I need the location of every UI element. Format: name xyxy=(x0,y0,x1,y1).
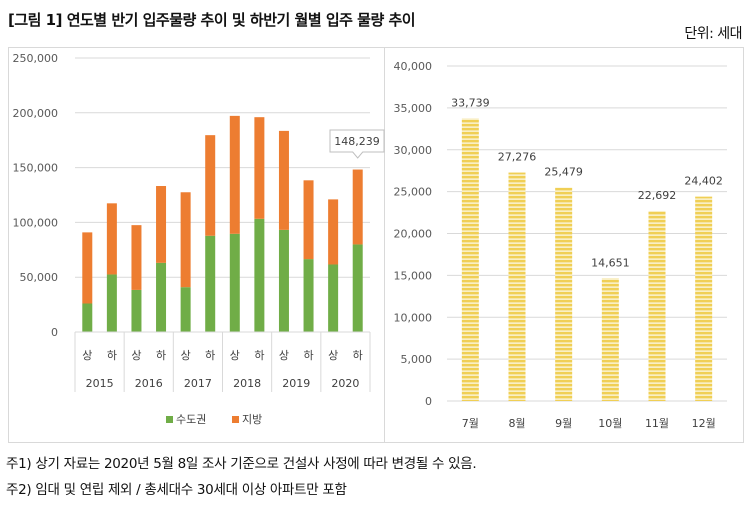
x-tick-label: 10월 xyxy=(598,417,622,430)
legend-label-capital: 수도권 xyxy=(176,413,206,426)
y-tick-label: 0 xyxy=(51,326,58,339)
bar-segment-regional xyxy=(205,135,216,236)
data-label: 25,479 xyxy=(544,166,583,179)
y-tick-label: 200,000 xyxy=(13,107,59,120)
y-tick-label: 35,000 xyxy=(394,102,433,115)
x-tick-label: 상 xyxy=(131,349,141,362)
x-tick-label: 12월 xyxy=(692,417,716,430)
y-tick-label: 100,000 xyxy=(13,216,59,229)
y-tick-label: 0 xyxy=(425,395,432,408)
y-tick-label: 15,000 xyxy=(394,269,433,282)
bar-segment-regional xyxy=(278,130,289,230)
x-group-label: 2020 xyxy=(331,377,359,390)
bar-segment-regional xyxy=(180,192,191,288)
y-tick-label: 250,000 xyxy=(13,52,59,65)
x-tick-label: 11월 xyxy=(645,417,669,430)
bar-segment-capital xyxy=(229,233,240,332)
bar-segment-capital xyxy=(156,262,167,332)
bar-segment-regional xyxy=(229,115,240,234)
y-tick-label: 150,000 xyxy=(13,162,59,175)
bar xyxy=(461,118,479,401)
x-group-label: 2018 xyxy=(233,377,261,390)
x-group-label: 2016 xyxy=(135,377,163,390)
data-label: 27,276 xyxy=(498,151,537,164)
bar-segment-capital xyxy=(131,289,142,332)
bar-segment-capital xyxy=(180,287,191,332)
callout-box xyxy=(329,129,385,159)
bar-segment-capital xyxy=(254,218,265,332)
x-tick-label: 하 xyxy=(254,348,264,362)
x-tick-label: 상 xyxy=(328,349,338,362)
data-label: 24,402 xyxy=(684,175,723,188)
x-tick-label: 9월 xyxy=(555,417,572,430)
x-tick-label: 하 xyxy=(353,348,363,362)
y-tick-label: 30,000 xyxy=(394,144,433,157)
x-tick-label: 8월 xyxy=(508,417,525,430)
bar-segment-capital xyxy=(106,274,117,332)
bar-segment-regional xyxy=(352,169,363,245)
semiannual-stacked-chart: 0 50,000 100,000 150,000 200,000 250,000 상 하 상 하 상… xyxy=(13,52,385,426)
x-group-label: 2019 xyxy=(282,377,310,390)
chart-frame xyxy=(8,47,744,443)
bar-segment-capital xyxy=(278,229,289,332)
bar-segment-capital xyxy=(82,303,93,332)
bar-segment-capital xyxy=(352,244,363,332)
x-tick-label: 상 xyxy=(230,349,240,362)
x-group-label: 2015 xyxy=(86,377,114,390)
monthly-bar-chart: 0 5,000 10,000 15,000 20,000 25,000 30,000 35,0… xyxy=(394,60,727,430)
x-tick-label: 하 xyxy=(156,348,166,362)
bar-segment-regional xyxy=(106,203,117,275)
bar xyxy=(601,278,619,401)
callout-label: 148,239 xyxy=(334,135,380,148)
x-tick-label: 상 xyxy=(181,349,191,362)
legend-swatch-regional xyxy=(232,416,239,423)
bar-segment-regional xyxy=(156,186,167,263)
y-tick-label: 40,000 xyxy=(394,60,433,73)
unit-label: 단위: 세대 xyxy=(684,26,742,42)
data-label: 14,651 xyxy=(591,256,630,269)
bar-segment-regional xyxy=(303,180,314,260)
x-tick-label: 상 xyxy=(279,349,289,362)
bar-segment-regional xyxy=(82,232,93,304)
bar xyxy=(648,210,666,401)
legend-label-regional: 지방 xyxy=(242,413,262,426)
bar-segment-capital xyxy=(205,235,216,332)
bar-segment-regional xyxy=(254,117,265,219)
data-callout: 148,239 xyxy=(329,129,385,159)
y-tick-label: 10,000 xyxy=(394,311,433,324)
x-group-label: 2017 xyxy=(184,377,212,390)
y-tick-label: 25,000 xyxy=(394,186,433,199)
y-tick-label: 50,000 xyxy=(20,271,59,284)
data-label: 33,739 xyxy=(451,96,490,109)
x-tick-label: 7월 xyxy=(462,417,479,430)
panel-divider xyxy=(384,47,385,443)
footnote-2: 주2) 임대 및 연립 제외 / 총세대수 30세대 이상 아파트만 포함 xyxy=(6,482,347,498)
x-tick-label: 상 xyxy=(82,349,92,362)
legend: 수도권 지방 xyxy=(166,413,262,426)
x-tick-label: 하 xyxy=(303,348,313,362)
bar-segment-capital xyxy=(303,259,314,332)
legend-swatch-capital xyxy=(166,416,173,423)
x-tick-label: 하 xyxy=(107,348,117,362)
y-tick-label: 5,000 xyxy=(401,353,433,366)
y-tick-label: 20,000 xyxy=(394,228,433,241)
bar xyxy=(508,172,526,401)
bar-segment-capital xyxy=(328,264,339,332)
bar-segment-regional xyxy=(328,199,339,265)
bar xyxy=(695,196,713,401)
bar-segment-regional xyxy=(131,225,142,290)
data-label: 22,692 xyxy=(638,189,677,202)
figure-title: [그림 1] 연도별 반기 입주물량 추이 및 하반기 월별 입주 물량 추이 xyxy=(8,11,416,29)
bar xyxy=(555,187,573,401)
footnote-1: 주1) 상기 자료는 2020년 5월 8일 조사 기준으로 건설사 사정에 따… xyxy=(6,456,477,472)
x-tick-label: 하 xyxy=(205,348,215,362)
